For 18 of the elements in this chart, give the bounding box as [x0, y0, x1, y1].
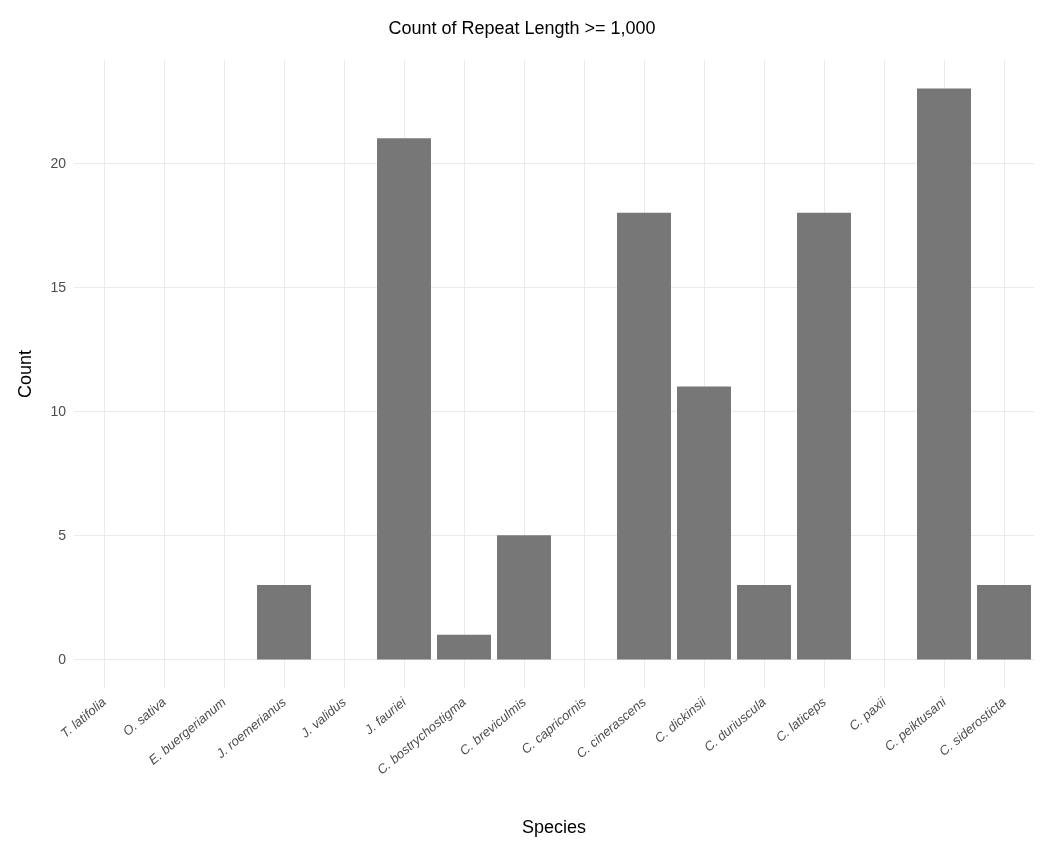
- bar: [797, 212, 851, 660]
- chart-title: Count of Repeat Length >= 1,000: [388, 18, 656, 38]
- bar: [677, 386, 731, 660]
- y-tick-label: 5: [58, 527, 67, 544]
- y-axis-title: Count: [15, 349, 35, 399]
- y-tick-label: 0: [58, 651, 67, 668]
- bar: [497, 535, 551, 660]
- bar: [917, 88, 971, 660]
- bar: [617, 212, 671, 660]
- y-tick-label: 15: [50, 279, 67, 296]
- bar: [257, 584, 311, 660]
- bar: [737, 584, 791, 660]
- x-axis-title: Species: [521, 817, 587, 837]
- bar: [437, 634, 491, 660]
- bar: [377, 138, 431, 660]
- y-tick-label: 10: [50, 403, 67, 420]
- y-tick-label: 20: [50, 155, 67, 172]
- bar: [977, 584, 1031, 660]
